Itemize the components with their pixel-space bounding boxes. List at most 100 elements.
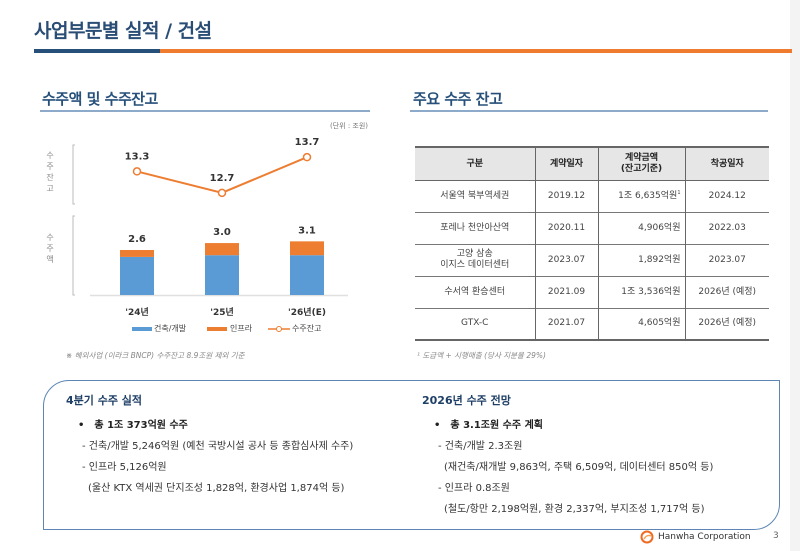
q4-bullet: 총 1조 373억원 수주 xyxy=(78,416,353,431)
cell-category-line: GTX-C xyxy=(461,318,489,329)
table-row: GTX-C 2021.07 4,605억원 2026년 (예정) xyxy=(415,308,769,340)
x-tick-label: '24년 xyxy=(125,306,149,318)
col-header-amount-line1: 계약금액 xyxy=(624,153,659,164)
outlook-infra-detail: (철도/항만 2,198억원, 환경 2,337억, 부지조성 1,717억 등… xyxy=(444,504,705,515)
cell-category-line: 수서역 환승센터 xyxy=(444,286,506,297)
bar-infra xyxy=(120,250,154,257)
bar-total-label: 3.1 xyxy=(298,225,316,236)
orders-backlog-chart: 수 주 잔 고수 주 액 2.63.0 3.1 13.312.713.7 '24년 '25년 '… xyxy=(46,137,348,333)
section-rule-left xyxy=(40,110,370,112)
hanwha-logo-icon xyxy=(640,530,654,544)
outlook-building-detail: (재건축/재개발 9,863억, 주택 6,509억, 데이터센터 850억 등… xyxy=(444,462,714,473)
outlook-infra: 인프라 0.8조원 xyxy=(438,479,713,494)
cell-contract-date: 2020.11 xyxy=(534,212,598,244)
cell-category-line: 고양 삼송 xyxy=(456,249,493,260)
bar-building xyxy=(290,255,324,295)
outlook-title: 2026년 수주 전망 xyxy=(422,394,511,407)
table-row: 포레나 천안아산역 2020.11 4,906억원 2022.03 xyxy=(415,212,769,244)
cell-start-date: 2026년 (예정) xyxy=(684,276,769,308)
outlook-building: 건축/개발 2.3조원 xyxy=(438,437,713,452)
cell-start-date-text: 2024.12 xyxy=(708,190,746,201)
x-tick-label: '25년 xyxy=(210,306,234,318)
outlook-2026: 2026년 수주 전망 총 3.1조원 수주 계획 건축/개발 2.3조원 (재… xyxy=(422,392,713,521)
table-row: 고양 삼송 이지스 데이터센터 2023.07 1,892억원 2023.07 xyxy=(415,244,769,276)
bar-total-label: 3.0 xyxy=(213,227,231,238)
cell-start-date-text: 2022.03 xyxy=(708,222,746,233)
cell-contract-date: 2019.12 xyxy=(534,180,598,212)
col-header-start-date: 착공일자 xyxy=(684,147,769,180)
bar-infra xyxy=(290,241,324,256)
backlog-value-label: 13.7 xyxy=(295,137,320,148)
cell-category-line: 이지스 데이터센터 xyxy=(440,260,510,270)
cell-amount: 4,906억원 xyxy=(597,212,685,244)
cell-start-date: 2022.03 xyxy=(684,212,769,244)
backlog-point xyxy=(132,167,142,176)
cell-start-date-text: 2023.07 xyxy=(708,254,746,265)
bar-building xyxy=(205,255,239,295)
cell-category: 수서역 환승센터 xyxy=(415,276,535,308)
unit-label: (단위 : 조원) xyxy=(330,122,369,130)
bar-total-label: 2.6 xyxy=(128,234,146,245)
bar-infra xyxy=(205,243,239,256)
cell-category: 포레나 천안아산역 xyxy=(415,212,535,244)
footnote-marker: 1 xyxy=(677,190,681,197)
title-rule-blue xyxy=(34,49,160,53)
backlog-value-label: 12.7 xyxy=(210,173,235,184)
cell-contract-date: 2021.09 xyxy=(534,276,598,308)
summary-box xyxy=(43,380,780,530)
backlog-point xyxy=(302,152,312,162)
legend-marker-backlog xyxy=(276,326,282,332)
cell-amount-text: 1조 3,536억원 xyxy=(621,286,681,297)
section-title-orders: 수주액 및 수주잔고 xyxy=(42,90,158,108)
cell-amount: 1,892억원 xyxy=(597,244,685,276)
cell-contract-date-text: 2023.07 xyxy=(547,254,586,265)
legend-swatch-infra xyxy=(207,327,227,331)
outlook-bullet: 총 3.1조원 수주 계획 xyxy=(434,416,713,431)
q4-title: 4분기 수주 실적 xyxy=(66,394,143,407)
col-header-category: 구분 xyxy=(415,147,535,180)
cell-start-date: 2023.07 xyxy=(684,244,769,276)
company-name: Hanwha Corporation xyxy=(658,532,751,542)
cell-start-date: 2024.12 xyxy=(684,180,769,212)
q4-infra-detail: (울산 KTX 역세권 단지조성 1,828억, 환경사업 1,874억 등) xyxy=(88,483,345,494)
cell-start-date-text: 2026년 (예정) xyxy=(698,318,757,329)
bracket-orders xyxy=(72,215,75,296)
legend-label-backlog: 수주잔고 xyxy=(292,323,321,333)
backlog-value-label: 13.3 xyxy=(125,151,150,162)
page-title: 사업부문별 실적 / 건설 xyxy=(34,20,212,42)
cell-contract-date-text: 2021.09 xyxy=(547,286,586,297)
cell-contract-date: 2021.07 xyxy=(534,308,598,340)
table-header-row: 구분 계약일자 계약금액 (잔고기준) 착공일자 xyxy=(415,147,769,180)
cell-contract-date-text: 2021.07 xyxy=(547,318,586,329)
cell-amount: 1조 3,536억원 xyxy=(597,276,685,308)
side-strip xyxy=(790,0,800,551)
legend-label-building: 건축/개발 xyxy=(154,323,187,333)
table-row: 수서역 환승센터 2021.09 1조 3,536억원 2026년 (예정) xyxy=(415,276,769,308)
col-header-amount: 계약금액 (잔고기준) xyxy=(597,147,685,180)
cell-amount: 1조 6,635억원1 xyxy=(597,180,685,212)
title-rule-orange xyxy=(160,49,792,53)
cell-start-date-text: 2026년 (예정) xyxy=(698,286,757,297)
table-note: ¹ 도급액 + 시행매출 (당사 지분율 29%) xyxy=(417,351,546,360)
company-logo: Hanwha Corporation xyxy=(640,530,751,544)
backlog-point xyxy=(217,188,227,198)
cell-start-date: 2026년 (예정) xyxy=(684,308,769,340)
cell-amount-text: 1조 6,635억원 xyxy=(618,191,678,202)
col-header-amount-line2: (잔고기준) xyxy=(620,163,663,174)
cell-contract-date: 2023.07 xyxy=(534,244,598,276)
q4-infra: 인프라 5,126억원 xyxy=(82,458,353,473)
table-row: 서울역 북부역세권 2019.12 1조 6,635억원1 2024.12 xyxy=(415,180,769,212)
q4-results: 4분기 수주 실적 총 1조 373억원 수주 건축/개발 5,246억원 (예… xyxy=(66,392,353,500)
col-header-contract-date: 계약일자 xyxy=(534,147,598,180)
cell-contract-date-text: 2019.12 xyxy=(547,190,586,201)
cell-category-line: 포레나 천안아산역 xyxy=(440,222,510,233)
cell-category: 고양 삼송 이지스 데이터센터 xyxy=(415,244,535,276)
cell-category-line: 서울역 북부역세권 xyxy=(440,190,510,201)
cell-category: 서울역 북부역세권 xyxy=(415,180,535,212)
backlog-table: 구분 계약일자 계약금액 (잔고기준) 착공일자 서울역 북부역세권 2019.1… xyxy=(415,146,769,341)
legend-swatch-building xyxy=(132,327,152,331)
bar-building xyxy=(120,256,154,295)
section-rule-right xyxy=(410,110,768,112)
cell-category: GTX-C xyxy=(415,308,535,340)
